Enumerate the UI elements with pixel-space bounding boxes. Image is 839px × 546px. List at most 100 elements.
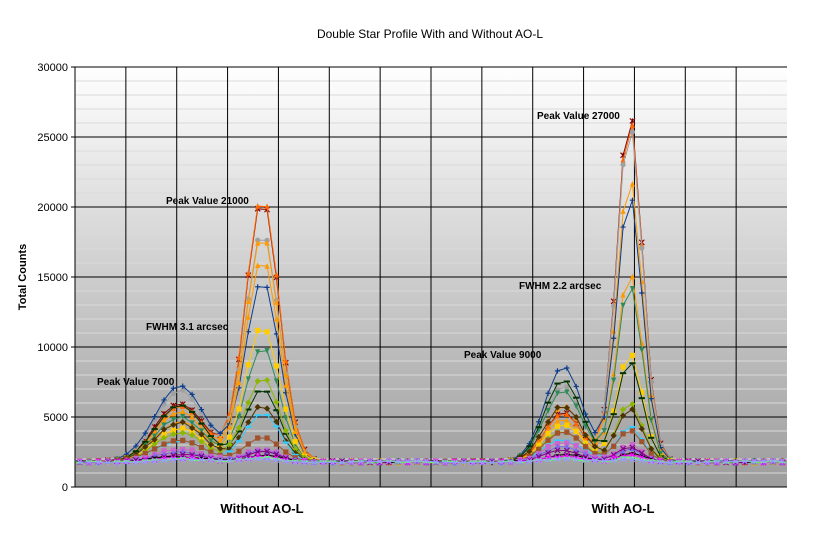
data-point: [488, 459, 495, 466]
data-point: [255, 240, 261, 246]
data-point: [573, 454, 580, 457]
data-point: [189, 410, 196, 413]
data-point: [620, 224, 626, 230]
data-point: [264, 239, 270, 246]
data-point: [629, 441, 636, 448]
data-point: [142, 440, 149, 443]
data-point: [245, 269, 251, 276]
data-point: [751, 461, 758, 464]
data-point: [639, 290, 645, 296]
data-point: [563, 455, 570, 462]
data-point: [254, 403, 261, 411]
data-point: [263, 377, 271, 384]
data-point: [161, 417, 167, 423]
data-point: [282, 432, 289, 435]
data-point: [235, 424, 243, 432]
data-point: [283, 382, 289, 388]
data-point: [160, 455, 168, 458]
data-point: [760, 457, 767, 464]
data-point: [573, 383, 579, 390]
data-point: [255, 349, 261, 355]
data-point: [264, 329, 270, 335]
data-point: [161, 431, 167, 437]
data-point: [648, 458, 655, 465]
data-point: [301, 449, 308, 455]
data-point: [498, 460, 505, 463]
y-tick-label: 20000: [37, 202, 68, 214]
data-point: [676, 459, 683, 466]
data-point: [273, 299, 280, 305]
data-point: [601, 407, 607, 413]
data-point: [451, 459, 458, 466]
data-point: [198, 444, 205, 450]
data-point: [629, 286, 636, 292]
data-point: [236, 413, 242, 420]
data-point: [404, 461, 411, 464]
data-point: [160, 426, 168, 433]
data-point: [545, 408, 551, 414]
data-point: [198, 457, 205, 460]
data-point: [479, 459, 486, 466]
data-point: [264, 284, 270, 290]
data-point: [638, 422, 645, 429]
data-point: [151, 440, 158, 447]
data-point: [564, 384, 570, 390]
data-point: [273, 271, 280, 278]
data-point: [95, 459, 102, 466]
data-point: [619, 372, 627, 375]
data-point: [573, 456, 580, 463]
data-point: [180, 408, 186, 415]
data-point: [161, 441, 167, 447]
data-point: [498, 459, 505, 466]
data-point: [208, 422, 214, 428]
data-point: [535, 457, 542, 464]
y-tick-label: 5000: [44, 412, 68, 424]
data-point: [189, 428, 195, 434]
data-point: [283, 406, 289, 412]
data-point: [591, 443, 599, 450]
data-point: [264, 448, 271, 455]
data-point: [273, 409, 280, 412]
data-point: [611, 377, 617, 384]
data-point: [723, 461, 730, 464]
data-point: [254, 414, 261, 417]
data-point: [114, 459, 121, 466]
data-point: [217, 445, 224, 452]
data-point: [619, 456, 627, 459]
data-point: [273, 315, 280, 322]
data-point: [545, 444, 551, 450]
data-point: [292, 459, 299, 466]
data-point: [180, 425, 186, 431]
data-point: [283, 415, 289, 422]
data-point: [545, 418, 552, 426]
data-point: [208, 438, 214, 444]
data-point: [545, 456, 552, 463]
y-axis-ticks: 0 5000 10000 15000 20000 25000 30000: [37, 62, 75, 494]
data-point: [198, 456, 205, 463]
data-point: [404, 457, 411, 464]
data-point: [582, 457, 589, 463]
data-point: [648, 395, 654, 402]
data-point: [470, 459, 477, 466]
y-axis-label: Total Counts: [17, 244, 29, 310]
data-point: [657, 450, 664, 457]
data-point: [198, 438, 205, 445]
data-point: [629, 352, 636, 358]
data-point: [563, 404, 570, 411]
data-point: [545, 437, 551, 443]
data-point: [152, 414, 158, 420]
data-point: [273, 457, 280, 464]
data-point: [395, 458, 402, 465]
data-point: [235, 456, 242, 463]
data-point: [611, 335, 617, 341]
data-point: [610, 457, 617, 464]
data-point: [264, 435, 270, 441]
data-point: [639, 439, 645, 445]
data-point: [180, 437, 186, 443]
data-point: [582, 420, 589, 423]
data-point: [245, 399, 252, 406]
data-point: [563, 447, 570, 454]
group-label-with: With AO-L: [592, 501, 655, 516]
data-point: [564, 417, 570, 424]
data-point: [536, 442, 542, 448]
